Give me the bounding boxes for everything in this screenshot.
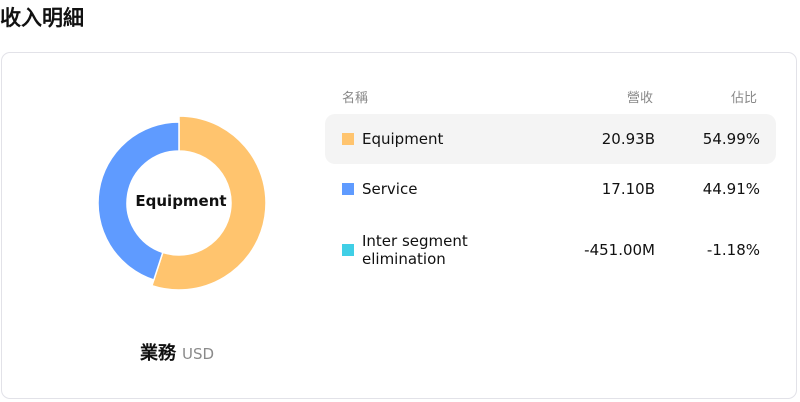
legend-swatch [342,183,354,195]
donut-chart [97,115,267,291]
table-row[interactable]: Service 17.10B 44.91% [325,164,776,214]
page-title: 收入明細 [0,6,84,30]
table-row[interactable]: Equipment 20.93B 54.99% [325,114,776,164]
column-header-percent: 佔比 [730,91,757,106]
table-row[interactable]: Inter segment elimination -451.00M -1.18% [325,225,776,275]
column-header-revenue: 營收 [626,91,653,106]
segment-percent: 44.91% [702,180,760,198]
segment-revenue: -451.00M [584,241,655,259]
segment-revenue: 20.93B [601,130,655,148]
legend-swatch [342,133,354,145]
segment-percent: -1.18% [706,241,760,259]
segment-name: Equipment [362,130,444,148]
currency-unit: USD [181,345,215,363]
segment-revenue: 17.10B [601,180,655,198]
segment-percent: 54.99% [702,130,760,148]
donut-center-label: Equipment [135,192,227,210]
revenue-breakdown-card: Equipment 業務 USD 名稱 營收 佔比 Equipment 20.93B… [1,52,797,399]
chart-caption: 業務 USD [2,339,352,365]
donut-slice-service[interactable] [97,121,180,281]
segment-type-label: 業務 [139,343,176,364]
segment-name: Inter segment elimination [362,232,468,268]
segment-name: Service [362,180,418,198]
legend-swatch [342,244,354,256]
donut-slice-equipment[interactable] [150,115,267,291]
column-header-name: 名稱 [342,91,369,106]
